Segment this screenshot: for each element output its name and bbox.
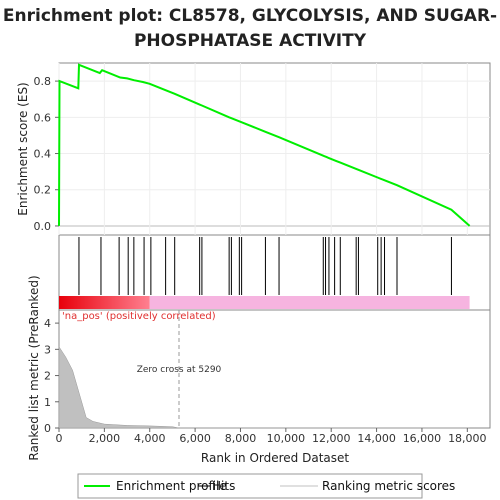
metric-y-tick-label: 3 (44, 343, 51, 356)
es-y-tick-label: 0.8 (34, 75, 52, 88)
x-tick-label: 14,000 (357, 432, 396, 445)
x-axis-ticks: 0 2,000 4,000 6,000 8,000 10,000 12,000 14,000 1… (56, 428, 487, 445)
es-grid (58, 63, 490, 235)
gradient-positive-segment (59, 296, 150, 309)
x-tick-label: 10,000 (267, 432, 306, 445)
es-panel-frame (58, 62, 491, 236)
x-tick-label: 6,000 (179, 432, 211, 445)
es-profile-line (58, 63, 471, 227)
chart-title-line1: Enrichment plot: CL8578, GLYCOLYSIS, AND… (3, 6, 497, 26)
x-axis-title: Rank in Ordered Dataset (201, 451, 349, 465)
x-tick-label: 0 (56, 432, 63, 445)
metric-area (58, 345, 470, 429)
legend-label: Hits (212, 479, 235, 493)
es-y-axis-title: Enrichment score (ES) (16, 82, 30, 215)
es-y-tick-label: 0.4 (34, 148, 52, 161)
x-tick-label: 12,000 (312, 432, 351, 445)
metric-y-tick-label: 4 (44, 317, 51, 330)
x-tick-label: 4,000 (134, 432, 166, 445)
metric-y-axis-title: Ranked list metric (PreRanked) (27, 275, 41, 460)
metric-y-ticks: 0 1 2 3 4 (44, 317, 59, 435)
es-y-ticks: 0.0 0.2 0.4 0.6 0.8 (34, 75, 59, 233)
chart-title-line2: PHOSPHATASE ACTIVITY (134, 31, 367, 51)
zero-cross-label: Zero cross at 5290 (137, 365, 222, 375)
rank-gradient-bar (59, 296, 470, 309)
legend-box (77, 473, 423, 499)
metric-y-tick-label: 0 (44, 422, 51, 435)
x-tick-label: 8,000 (225, 432, 257, 445)
legend-label: Ranking metric scores (322, 479, 455, 493)
es-y-tick-label: 0.0 (34, 220, 52, 233)
es-series (58, 63, 471, 227)
es-y-tick-label: 0.2 (34, 184, 52, 197)
legend-label: Enrichment profile (116, 479, 227, 493)
x-tick-label: 16,000 (403, 432, 442, 445)
metric-panel-frame (58, 309, 491, 429)
gradient-neutral-segment (149, 296, 470, 309)
metric-y-tick-label: 1 (44, 396, 51, 409)
x-tick-label: 18,000 (448, 432, 487, 445)
hits-layer (78, 237, 452, 295)
es-y-tick-label: 0.6 (34, 111, 52, 124)
x-tick-label: 2,000 (89, 432, 121, 445)
metric-y-tick-label: 2 (44, 370, 51, 383)
metric-area-shape (58, 345, 470, 429)
positive-correlation-label: 'na_pos' (positively correlated) (62, 311, 216, 322)
